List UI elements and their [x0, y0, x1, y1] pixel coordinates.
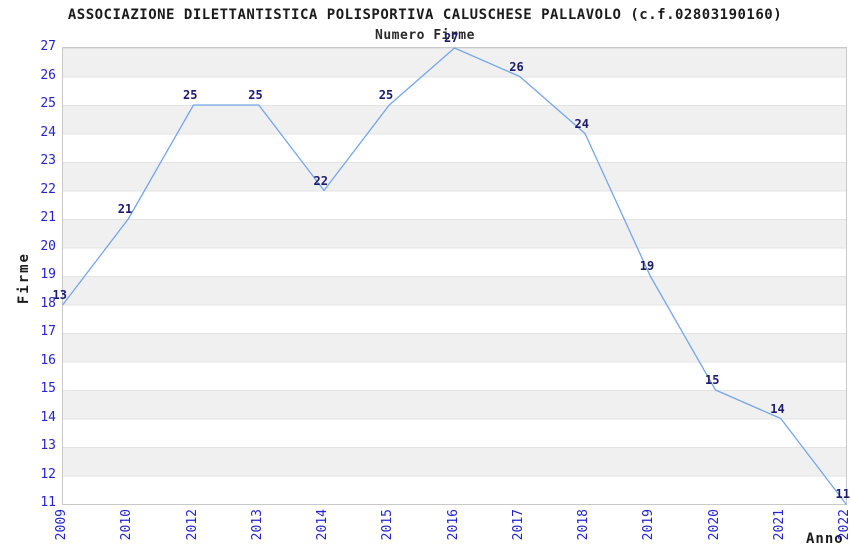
point-label: 27: [444, 31, 459, 45]
y-tick-label: 17: [40, 324, 56, 339]
y-tick-label: 23: [40, 153, 56, 168]
x-tick-label-wrap: 2015: [380, 509, 396, 550]
x-tick-label-wrap: 2020: [706, 509, 722, 550]
x-tick-label-wrap: 2014: [315, 509, 330, 550]
x-tick-label-wrap: 2021: [771, 509, 787, 550]
chart-subtitle: Numero Firme: [375, 28, 475, 43]
y-tick-label: 27: [40, 39, 56, 54]
point-label: 13: [52, 287, 67, 302]
x-tick-label: 2013: [249, 509, 265, 541]
x-tick-label: 2017: [510, 509, 526, 541]
y-tick-label: 11: [40, 495, 56, 510]
plot-area: 13 21 25 25 22 25 27 26 24 19 15 14 11: [53, 32, 850, 505]
x-tick-label-wrap: 2016: [445, 509, 461, 550]
x-tick-label: 2022: [837, 509, 850, 541]
point-label: 22: [313, 173, 328, 188]
point-label: 15: [705, 373, 720, 387]
y-tick-label: 13: [40, 438, 56, 453]
point-label: 25: [183, 88, 198, 102]
point-label: 26: [509, 59, 524, 74]
point-label: 25: [378, 88, 394, 102]
x-tick-label: 2021: [771, 509, 787, 541]
x-tick-label-wrap: 2019: [641, 509, 657, 550]
x-tick-label: 2012: [184, 509, 200, 541]
y-tick-label: 16: [40, 352, 56, 368]
y-axis-title-wrap: Firme: [16, 252, 32, 332]
y-tick-label: 22: [40, 181, 56, 197]
x-tick-label: 2014: [315, 509, 330, 541]
point-label: 11: [835, 487, 850, 501]
point-label: 25: [248, 88, 263, 102]
y-tick-label: 20: [40, 238, 56, 254]
x-tick-label: 2018: [576, 509, 591, 541]
y-tick-label: 26: [40, 67, 56, 83]
y-tick-label: 21: [40, 210, 56, 225]
x-tick-label-wrap: 2012: [184, 509, 200, 550]
x-tick-label: 2010: [119, 509, 135, 541]
data-line: [62, 47, 847, 505]
x-tick-label: 2020: [706, 509, 722, 541]
y-tick-label: 15: [40, 381, 56, 396]
x-tick-label: 2019: [641, 509, 657, 541]
line-series-svg: [62, 47, 847, 505]
x-tick-label: 2015: [380, 509, 396, 541]
point-label: 24: [574, 116, 589, 131]
y-tick-label: 14: [40, 409, 56, 425]
x-axis-title: Anno: [806, 531, 844, 547]
x-tick-label-wrap: 2009: [54, 509, 69, 550]
x-tick-label-wrap: 2010: [119, 509, 135, 550]
point-label: 14: [770, 401, 785, 416]
x-tick-label-wrap: 2022: [837, 509, 850, 550]
point-label: 21: [117, 202, 133, 216]
y-tick-label: 18: [40, 295, 56, 311]
chart-title: ASSOCIAZIONE DILETTANTISTICA POLISPORTIV…: [67, 7, 783, 23]
y-tick-label: 24: [40, 124, 56, 140]
x-tick-label-wrap: 2013: [249, 509, 265, 550]
y-tick-label: 19: [40, 267, 56, 282]
y-tick-label: 12: [40, 466, 56, 482]
point-label: 19: [639, 259, 655, 273]
x-tick-label: 2009: [54, 509, 69, 541]
x-tick-label-wrap: 2018: [576, 509, 591, 550]
y-tick-label: 25: [40, 96, 56, 111]
x-tick-label-wrap: 2017: [510, 509, 526, 550]
x-tick-label: 2016: [445, 509, 461, 541]
